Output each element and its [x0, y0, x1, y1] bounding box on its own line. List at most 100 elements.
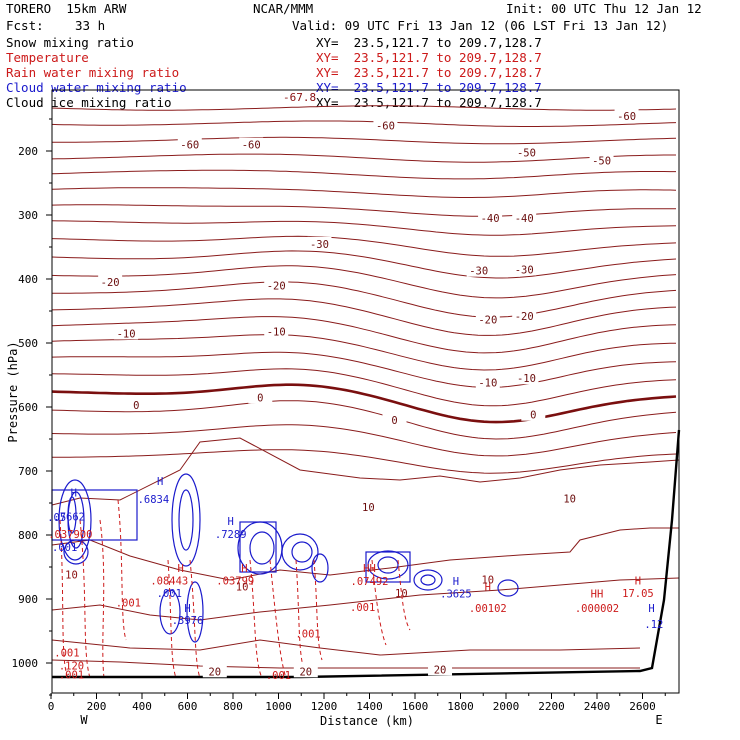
extremum-label: H — [184, 603, 190, 615]
init-time: Init: 00 UTC Thu 12 Jan 12 — [506, 1, 702, 16]
extremum-label: 10 — [236, 582, 249, 594]
isotherm-label: 10 — [362, 502, 375, 514]
label-knockout — [248, 390, 273, 404]
center-title: NCAR/MMM — [253, 1, 314, 16]
isotherm-label: -30 — [469, 266, 488, 278]
label-knockout — [307, 236, 332, 250]
isotherm-label: -60 — [242, 140, 261, 152]
extremum-label: .3625 — [440, 589, 472, 601]
field-cloudwater-xy: XY= 23.5,121.7 to 209.7,128.7 — [316, 80, 542, 95]
isotherm-label: -60 — [617, 111, 636, 123]
extremum-label: .001 — [52, 542, 77, 554]
field-snow-label: Snow mixing ratio — [6, 35, 134, 50]
rain-water-contour — [117, 499, 127, 641]
x-tick-label: 600 — [178, 700, 198, 713]
extremum-label: .001 — [116, 598, 141, 610]
rain-water-contour — [269, 559, 287, 679]
isotherm-line — [51, 400, 677, 440]
extremum-label: .08443 — [150, 575, 188, 587]
isotherm-line — [51, 334, 677, 371]
label-knockout — [478, 211, 503, 225]
label-knockout — [264, 278, 289, 292]
label-knockout — [177, 137, 202, 151]
extremum-label: .07492 — [351, 576, 389, 588]
label-knockout — [202, 664, 227, 678]
x-tick-label: 1000 — [265, 700, 292, 713]
x-tick-label: 2600 — [629, 700, 656, 713]
extremum-label: .12 — [644, 619, 663, 631]
isotherm-line — [51, 639, 641, 656]
y-tick-label: 1000 — [12, 657, 39, 670]
cloud-water-contour — [58, 479, 92, 561]
extremum-label: 10 — [481, 575, 494, 587]
rain-water-contour — [79, 519, 91, 679]
isotherm-line — [51, 368, 677, 407]
fcst-value: 33 h — [75, 18, 106, 33]
isotherm-label: 20 — [208, 666, 221, 678]
cloud-water-contour — [365, 551, 411, 583]
y-tick-label: 500 — [18, 337, 38, 350]
label-knockout — [239, 137, 264, 151]
extremum-label: 10 — [65, 570, 78, 582]
y-tick-label: 600 — [18, 401, 38, 414]
isotherm-label: -10 — [517, 373, 536, 385]
hydrometeor-contours — [51, 473, 519, 679]
y-tick-label: 300 — [18, 209, 38, 222]
isotherm-line — [51, 204, 677, 217]
label-knockout — [293, 664, 318, 678]
label-knockout — [124, 398, 149, 412]
isotherm-line — [51, 250, 677, 279]
isotherm-line — [51, 220, 677, 236]
isotherm-label: 0 — [133, 400, 139, 412]
label-knockout — [114, 326, 139, 340]
label-knockout — [373, 118, 398, 132]
extremum-label: .00102 — [469, 603, 507, 615]
label-knockout — [514, 371, 539, 385]
extremum-label: H — [178, 563, 184, 575]
isotherm-line — [52, 281, 677, 318]
rain-water-contour — [371, 559, 387, 646]
extremum-label: H — [71, 488, 77, 500]
isotherm-label: 10 — [563, 494, 576, 506]
isotherm-label: -50 — [592, 156, 611, 168]
isotherm-label: 20 — [299, 666, 312, 678]
isotherm-label: -40 — [481, 213, 500, 225]
field-rain-xy: XY= 23.5,121.7 to 209.7,128.7 — [316, 65, 542, 80]
field-cloudice-label: Cloud ice mixing ratio — [6, 95, 172, 110]
x-tick-label: 1200 — [311, 700, 338, 713]
isotherm-label: -60 — [180, 140, 199, 152]
y-tick-label: 200 — [18, 145, 38, 158]
isotherm-line — [51, 316, 677, 354]
label-knockout — [614, 108, 639, 122]
x-tick-label: 400 — [132, 700, 152, 713]
isotherm-label: -20 — [478, 314, 497, 326]
x-end-label-east: E — [655, 713, 662, 727]
cloud-water-contour — [239, 521, 277, 573]
extremum-label: H — [241, 563, 247, 575]
cloud-water-contour — [377, 556, 399, 574]
cloud-water-contour — [420, 574, 436, 586]
extremum-label: H — [157, 476, 163, 488]
label-knockout — [514, 145, 539, 159]
isotherm-label: -20 — [515, 311, 534, 323]
extremum-label: .05 — [47, 512, 66, 524]
model-title: TORERO 15km ARW — [6, 1, 127, 16]
isotherm-label: -50 — [517, 147, 536, 159]
label-knockout — [475, 375, 500, 389]
isotherm-line — [51, 577, 680, 621]
label-knockout — [356, 499, 381, 513]
cloud-water-contour — [367, 550, 409, 580]
isotherm-line — [51, 120, 677, 127]
isotherm-line — [51, 235, 677, 257]
x-tick-label: 0 — [48, 700, 55, 713]
field-cloudwater-label: Cloud water mixing ratio — [6, 80, 187, 95]
rain-water-contour — [59, 519, 69, 679]
isotherm-label: 0 — [391, 415, 397, 427]
isotherm-line — [51, 105, 677, 111]
cloud-water-contour — [178, 489, 194, 551]
label-knockout — [428, 662, 453, 676]
contour-labels: -60 -60 -60 -60 -50 -50 -40 -40 -30 -30 -30 -20 -20 -… — [47, 108, 663, 682]
isotherm-line — [52, 136, 677, 145]
label-knockout — [382, 412, 407, 426]
